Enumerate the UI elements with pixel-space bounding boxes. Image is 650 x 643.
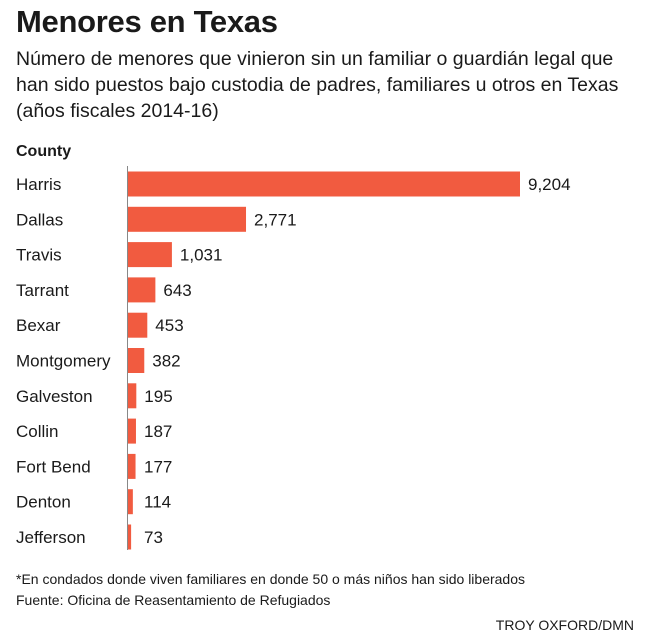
- category-label: Collin: [16, 422, 59, 441]
- category-label: Denton: [16, 493, 71, 512]
- bar-chart: County Harris 9,204 Dallas 2,771 Travis 1,031…: [16, 143, 571, 550]
- category-label: Harris: [16, 175, 61, 194]
- bar: [128, 206, 247, 232]
- value-label: 643: [163, 281, 191, 300]
- value-label: 73: [144, 528, 163, 547]
- value-label: 195: [144, 387, 172, 406]
- source-note: Fuente: Oficina de Reasentamiento de Ref…: [16, 592, 331, 608]
- value-label: 2,771: [254, 210, 297, 229]
- category-label: Travis: [16, 246, 62, 265]
- bars-group: Harris 9,204 Dallas 2,771 Travis 1,031 Tarrant…: [16, 171, 571, 550]
- value-label: 382: [152, 352, 180, 371]
- credit: TROY OXFORD/DMN: [495, 617, 634, 633]
- value-label: 177: [144, 457, 172, 476]
- value-label: 187: [144, 422, 172, 441]
- category-label: Jefferson: [16, 528, 86, 547]
- category-label: Bexar: [16, 316, 61, 335]
- bar: [128, 489, 133, 515]
- category-label: Tarrant: [16, 281, 69, 300]
- bar: [128, 242, 172, 268]
- value-label: 114: [144, 493, 171, 512]
- value-label: 453: [155, 316, 183, 335]
- chart-title: Menores en Texas: [16, 4, 278, 39]
- y-axis-title: County: [16, 143, 71, 160]
- bar: [128, 171, 520, 197]
- value-label: 9,204: [528, 175, 571, 194]
- bar: [128, 348, 145, 373]
- bar: [128, 383, 137, 409]
- category-label: Dallas: [16, 210, 63, 229]
- chart-subtitle: Número de menores que vinieron sin un fa…: [16, 48, 619, 122]
- category-label: Montgomery: [16, 352, 111, 371]
- category-label: Fort Bend: [16, 457, 91, 476]
- bar: [128, 524, 132, 550]
- bar: [128, 453, 136, 479]
- bar: [128, 277, 156, 303]
- bar: [128, 418, 136, 444]
- value-label: 1,031: [180, 246, 223, 265]
- footnote: *En condados donde viven familiares en d…: [16, 571, 526, 587]
- bar: [128, 312, 148, 338]
- category-label: Galveston: [16, 387, 93, 406]
